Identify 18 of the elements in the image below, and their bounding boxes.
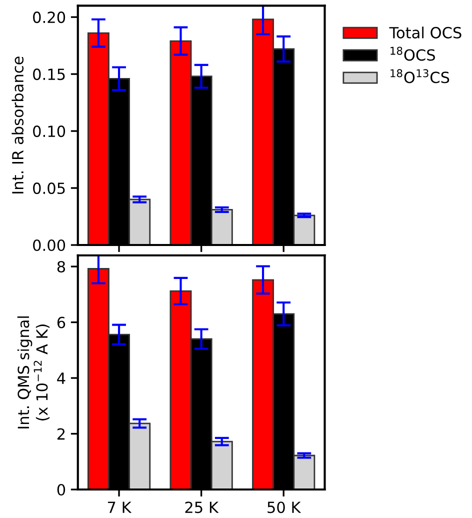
y-tick-label: 0 xyxy=(57,484,66,496)
y-tick-label: 0.20 xyxy=(33,12,66,24)
x-tick-label: 50 K xyxy=(268,502,302,514)
legend-label: $^{18}$OCS xyxy=(390,46,435,61)
y-axis-title: Int. QMS signal (x 10$^{−12}$ A K) xyxy=(17,316,50,428)
x-tick-label: 7 K xyxy=(108,502,132,513)
y-tick-label: 2 xyxy=(57,428,65,440)
y-tick-label: 0.10 xyxy=(33,126,66,138)
y-tick-label: 6 xyxy=(57,316,66,328)
legend-label: Total OCS xyxy=(389,26,462,38)
y-axis-title: Int. IR absorbance xyxy=(12,56,24,194)
y-tick-label: 0.00 xyxy=(33,239,66,252)
y-tick-label: 4 xyxy=(57,372,66,384)
legend-label: $^{18}$O$^{13}$CS xyxy=(390,69,450,84)
x-tick-label: 25 K xyxy=(185,502,219,514)
y-tick-label: 8 xyxy=(57,260,66,273)
y-tick-label: 0.05 xyxy=(33,182,65,194)
y-tick-label: 0.15 xyxy=(33,68,65,80)
